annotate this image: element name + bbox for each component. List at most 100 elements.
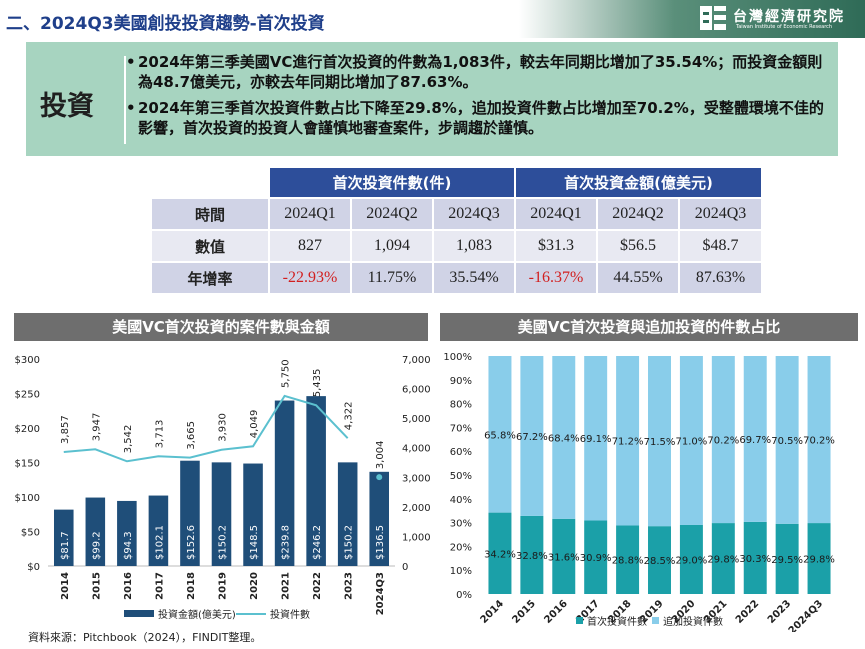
bar-first-investment	[679, 524, 703, 594]
table-row-head: 數值	[150, 230, 269, 263]
x-tick-label: 2023	[344, 572, 355, 600]
bar-data-label: $94.3	[123, 531, 134, 560]
line-series	[63, 394, 349, 463]
x-tick-label: 2014	[479, 598, 506, 625]
y-tick-label: 40%	[450, 495, 472, 506]
bar-follow-on-investment	[807, 356, 831, 524]
bar-first-investment	[648, 526, 671, 594]
table-row: 時間 2024Q1 2024Q2 2024Q3 2024Q1 2024Q2 20…	[150, 198, 761, 231]
table-cell: 1,094	[350, 230, 433, 263]
bar-follow-on-investment	[552, 356, 576, 519]
legend-follow-swatch	[652, 617, 659, 624]
bar	[243, 463, 263, 566]
table-row: 數值 827 1,094 1,083 $31.3 $56.5 $48.7	[150, 230, 761, 263]
bar-first-investment	[616, 525, 640, 594]
bar	[369, 471, 390, 566]
source-note: 資料來源：Pitchbook（2024），FINDIT整理。	[28, 631, 262, 644]
table-cell: 2024Q3	[678, 198, 761, 231]
chart2-title: 美國VC首次投資與追加投資的件數占比	[440, 313, 858, 341]
x-tick-label: 2024Q3	[375, 572, 386, 615]
bar-data-label: 30.9%	[580, 553, 612, 564]
x-tick-label: 2024Q3	[787, 598, 825, 632]
y-left-tick-label: $250	[15, 390, 40, 401]
x-tick-label: 2015	[511, 598, 538, 625]
y-tick-label: 0%	[456, 590, 472, 601]
line-data-label: 3,857	[60, 415, 71, 444]
legend-bar-swatch	[124, 610, 154, 617]
y-tick-label: 80%	[450, 400, 472, 411]
x-tick-label: 2021	[281, 572, 292, 600]
bar-data-label: 70.2%	[803, 436, 835, 447]
bar	[148, 495, 169, 566]
y-left-tick-label: $300	[15, 355, 40, 366]
logo-text-zh: 台灣經濟研究院	[733, 9, 845, 25]
bar-data-label: 29.5%	[771, 555, 803, 566]
bar-first-investment	[520, 515, 544, 594]
stats-table: 首次投資件數(件) 首次投資金額(億美元) 時間 2024Q1 2024Q2 2…	[150, 168, 761, 295]
bar-data-label: $81.7	[60, 531, 71, 560]
table-cell: 2024Q1	[514, 198, 597, 231]
bar-follow-on-investment	[743, 356, 767, 522]
y-tick-label: 10%	[450, 566, 472, 577]
legend-first-swatch	[576, 617, 583, 624]
line-data-label: 3,713	[154, 420, 165, 449]
summary-divider	[124, 56, 126, 144]
table-cell: $31.3	[514, 230, 597, 263]
chart2-stacked: 0% 10% 20% 30% 40% 50% 60% 70% 80% 90% 100% 34.2% 65…	[443, 352, 835, 632]
bar-data-label: 70.5%	[771, 436, 803, 447]
bar-data-label: $246.2	[312, 525, 323, 560]
y-tick-label: 50%	[450, 471, 472, 482]
bar-first-investment	[775, 523, 799, 594]
table-cell: 2024Q3	[432, 198, 515, 231]
bar-data-label: $150.2	[344, 525, 355, 560]
line-data-label: 3,542	[123, 425, 134, 454]
x-tick-label: 2022	[312, 572, 323, 600]
x-tick-label: 2014	[60, 572, 71, 600]
table-cell: 827	[268, 230, 351, 263]
bar-first-investment	[711, 523, 735, 594]
line-point	[376, 474, 383, 481]
line-data-label: 3,947	[91, 413, 102, 442]
bar-first-investment	[807, 523, 831, 594]
bar	[117, 500, 137, 566]
x-tick-label: 2015	[91, 572, 102, 600]
bar	[274, 400, 295, 566]
bullet-dot: •	[126, 99, 136, 117]
y-left-tick-label: $50	[21, 528, 40, 539]
bar-data-label: 28.8%	[612, 556, 644, 567]
bar-first-investment	[584, 520, 608, 594]
y-right-tick-label: 5,000	[402, 414, 430, 425]
y-right-tick-label: 3,000	[402, 473, 430, 484]
line-data-label: 5,750	[281, 359, 292, 388]
table-corner	[150, 168, 269, 199]
bar-data-label: $152.6	[186, 525, 197, 560]
table-cell: 11.75%	[350, 262, 433, 295]
bar-data-label: 29.0%	[676, 555, 708, 566]
line-data-label: 4,049	[249, 410, 260, 439]
chart1-combo: $0 $50 $100 $150 $200 $250 $300 0 1,000 2,000 3,00…	[15, 355, 430, 621]
table-header-row: 首次投資件數(件) 首次投資金額(億美元)	[150, 168, 761, 199]
legend-line-label: 投資件數	[270, 608, 310, 621]
bar-data-label: $99.2	[91, 531, 102, 560]
bar-data-label: 69.7%	[739, 435, 771, 446]
y-tick-label: 60%	[450, 447, 472, 458]
bar-data-label: $150.2	[218, 525, 229, 560]
bar-data-label: $239.8	[281, 525, 292, 560]
bar-follow-on-investment	[488, 356, 512, 513]
summary-box: 投資 • 2024年第三季美國VC進行首次投資的件數為1,083件，較去年同期比…	[26, 42, 838, 156]
x-tick-label: 2020	[249, 572, 260, 600]
bar-data-label: 71.2%	[612, 437, 644, 448]
x-tick-label: 2016	[542, 598, 569, 625]
bar	[306, 396, 326, 566]
logo-icon	[700, 6, 726, 30]
bar-data-label: 32.8%	[516, 551, 548, 562]
summary-bullet: • 2024年第三季美國VC進行首次投資的件數為1,083件，較去年同期比增加了…	[126, 52, 828, 92]
bar-follow-on-investment	[584, 356, 608, 521]
page-title: 二、2024Q3美國創投投資趨勢-首次投資	[6, 14, 325, 34]
line-data-label: 3,004	[375, 441, 386, 470]
bar-follow-on-investment	[520, 356, 544, 516]
bar-data-label: $102.1	[154, 525, 165, 560]
y-right-tick-label: 6,000	[402, 385, 430, 396]
line-data-label: 5,435	[312, 369, 323, 398]
bar-first-investment	[488, 512, 512, 594]
